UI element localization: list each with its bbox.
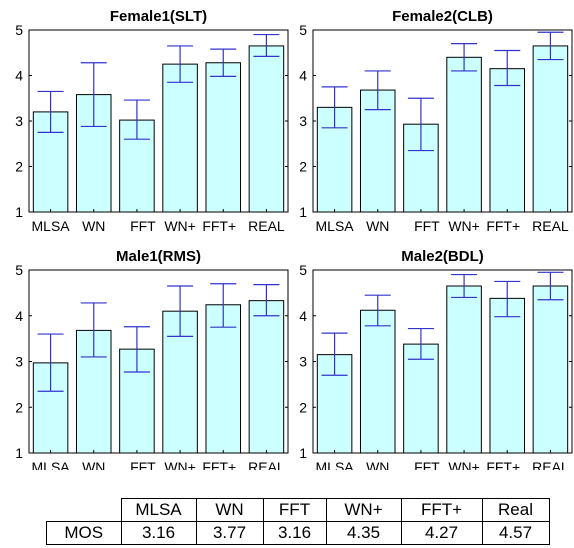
y-tick-label: 1 [299, 445, 307, 461]
x-tick-label-real: REAL [532, 459, 569, 470]
mos-table-header-wn: WN [195, 498, 264, 522]
mos-table-value-mlsa: 3.16 [120, 521, 197, 545]
mos-table-value-wn: 3.77 [195, 521, 264, 545]
y-tick-label: 2 [299, 399, 307, 415]
x-tick-label-wn-plus: WN+ [164, 459, 196, 470]
bar-wn [359, 309, 396, 454]
mos-table-header-real: Real [481, 498, 550, 522]
y-tick-label: 3 [299, 113, 307, 129]
mos-table-value-fft-plus: 4.27 [400, 521, 483, 545]
y-tick-label: 5 [15, 262, 23, 278]
x-tick-label-wn-plus: WN+ [164, 218, 196, 234]
x-tick-label-fft: FFT [414, 459, 440, 470]
chart-title: Female2(CLB) [392, 8, 493, 25]
y-tick-label: 4 [299, 68, 307, 84]
mos-table-value-real: 4.57 [481, 521, 550, 545]
bar-real [532, 45, 569, 213]
x-tick-label-fft-plus: FFT+ [486, 218, 520, 234]
bar-fft-plus [489, 297, 526, 454]
y-tick-label: 1 [15, 204, 23, 220]
mos-table-header-fft-plus: FFT+ [400, 498, 483, 522]
chart-title: Male2(BDL) [401, 248, 484, 265]
x-tick-label-mlsa: MLSA [316, 218, 355, 234]
y-tick-label: 2 [15, 399, 23, 415]
mos-table-corner-cell [46, 498, 122, 522]
y-tick-label: 5 [299, 262, 307, 278]
mos-table-row: MOS 3.16 3.77 3.16 4.35 4.27 4.57 [46, 521, 550, 545]
bar-wn-plus [162, 63, 198, 213]
bar-fft [403, 343, 439, 454]
mos-table-header-mlsa: MLSA [120, 498, 197, 522]
chart-title: Male1(RMS) [116, 248, 201, 265]
bar-fft-plus [205, 62, 242, 213]
mos-table-value-fft: 3.16 [262, 521, 327, 545]
y-tick-label: 2 [15, 159, 23, 175]
y-tick-label: 5 [299, 22, 307, 38]
y-tick-label: 4 [15, 68, 23, 84]
x-tick-label-wn: WN [82, 218, 105, 234]
charts-panel: 1 2 3 4 5 MLSA WN FFT WN+ FFT+ REAL Female1(SLT) 1 2 3… [15, 8, 573, 470]
x-tick-label-fft: FFT [414, 218, 440, 234]
chart-male2-bdl: 1 2 3 4 5 MLSA WN FFT WN+ FFT+ REAL Male2(BDL) [299, 248, 573, 470]
mos-table-header-row: MLSA WN FFT WN+ FFT+ Real [46, 498, 550, 522]
bar-wn-plus [446, 285, 482, 454]
y-tick-label: 1 [299, 204, 307, 220]
x-tick-label-mlsa: MLSA [32, 459, 71, 470]
x-tick-label-fft: FFT [130, 459, 156, 470]
chart-title: Female1(SLT) [110, 8, 207, 25]
x-tick-label-wn: WN [366, 459, 389, 470]
chart-female2-clb: 1 2 3 4 5 MLSA WN FFT WN+ FFT+ REAL Female2(CLB) [299, 8, 573, 234]
x-tick-label-fft-plus: FFT+ [202, 459, 236, 470]
y-tick-label: 5 [15, 22, 23, 38]
x-tick-label-wn-plus: WN+ [448, 218, 480, 234]
chart-male1-rms: 1 2 3 4 5 MLSA WN FFT WN+ FFT+ REAL Male1(RMS) [15, 248, 289, 470]
y-tick-label: 4 [299, 308, 307, 324]
x-tick-label-wn: WN [366, 218, 389, 234]
bar-wn [359, 89, 396, 213]
x-tick-label-fft: FFT [130, 218, 156, 234]
y-tick-label: 1 [15, 445, 23, 461]
x-tick-label-fft-plus: FFT+ [202, 218, 236, 234]
mos-table-row-label: MOS [46, 521, 122, 545]
mos-table-header-fft: FFT [262, 498, 327, 522]
y-tick-label: 2 [299, 159, 307, 175]
mos-table-header-wn-plus: WN+ [325, 498, 402, 522]
x-tick-label-fft-plus: FFT+ [486, 459, 520, 470]
mos-table-value-wn-plus: 4.35 [325, 521, 402, 545]
x-tick-label-mlsa: MLSA [316, 459, 355, 470]
x-tick-label-real: REAL [532, 218, 569, 234]
bar-wn-plus [446, 56, 482, 213]
x-tick-label-mlsa: MLSA [32, 218, 71, 234]
bar-real [248, 300, 285, 454]
y-tick-label: 3 [15, 113, 23, 129]
y-tick-label: 4 [15, 308, 23, 324]
x-tick-label-real: REAL [248, 459, 285, 470]
y-tick-label: 3 [299, 354, 307, 370]
y-tick-label: 3 [15, 354, 23, 370]
bar-real [248, 45, 285, 213]
x-tick-label-wn: WN [82, 459, 105, 470]
chart-female1-slt: 1 2 3 4 5 MLSA WN FFT WN+ FFT+ REAL Female1(SLT) [15, 8, 289, 234]
bar-fft-plus [489, 68, 526, 213]
x-tick-label-real: REAL [248, 218, 285, 234]
bar-real [532, 285, 569, 454]
mos-table: MLSA WN FFT WN+ FFT+ Real MOS 3.16 3.77 … [46, 498, 550, 545]
x-tick-label-wn-plus: WN+ [448, 459, 480, 470]
